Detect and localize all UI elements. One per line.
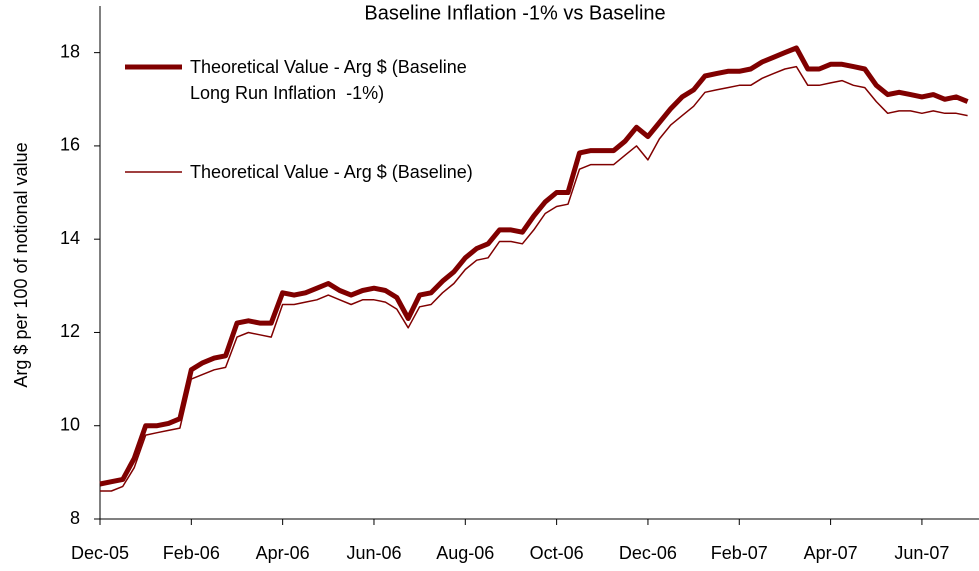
x-tick-label: Feb-06 <box>163 543 220 563</box>
x-tick-label: Jun-07 <box>894 543 949 563</box>
x-tick-label: Feb-07 <box>711 543 768 563</box>
y-tick-label: 18 <box>60 41 80 61</box>
legend-label: Theoretical Value - Arg $ (Baseline Long… <box>190 57 467 103</box>
legend-label: Theoretical Value - Arg $ (Baseline) <box>190 162 473 182</box>
y-tick-label: 12 <box>60 321 80 341</box>
x-tick-label: Apr-06 <box>256 543 310 563</box>
y-axis-label: Arg $ per 100 of notional value <box>11 142 31 387</box>
y-tick-label: 8 <box>70 508 80 528</box>
chart-title: Baseline Inflation -1% vs Baseline <box>364 2 665 24</box>
y-tick-label: 10 <box>60 414 80 434</box>
x-tick-label: Dec-06 <box>619 543 677 563</box>
series-line <box>100 65 968 492</box>
x-tick-label: Apr-07 <box>804 543 858 563</box>
y-tick-label: 16 <box>60 135 80 155</box>
x-tick-label: Dec-05 <box>71 543 129 563</box>
y-tick-label: 14 <box>60 228 80 248</box>
series-line <box>99 45 969 487</box>
x-tick-label: Oct-06 <box>530 543 584 563</box>
x-tick-label: Jun-06 <box>346 543 401 563</box>
x-tick-label: Aug-06 <box>436 543 494 563</box>
